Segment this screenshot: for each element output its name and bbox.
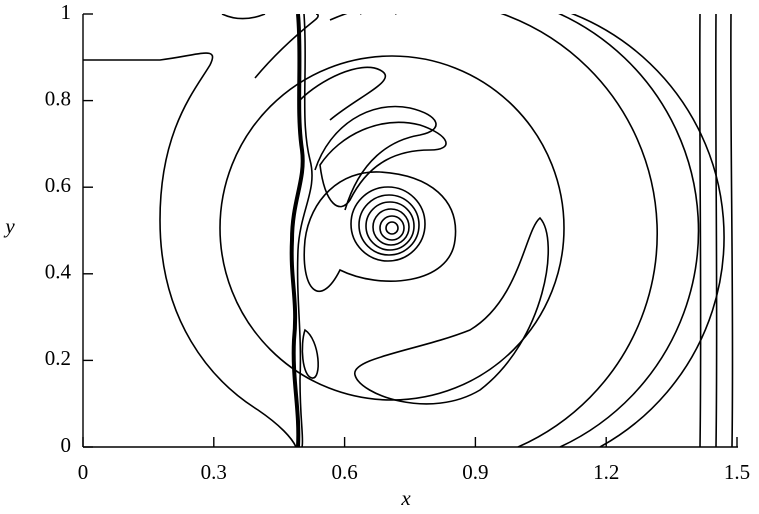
contour	[83, 52, 297, 447]
contour	[219, 55, 565, 401]
contour	[221, 14, 266, 20]
contour	[395, 14, 725, 447]
contour	[372, 208, 410, 246]
x-tick-label: 1.5	[724, 460, 750, 484]
x-tick-label: 1.2	[593, 460, 619, 484]
contour	[714, 14, 718, 447]
contour	[385, 221, 399, 235]
contour	[254, 14, 319, 79]
shock-contour	[296, 14, 313, 447]
contour	[314, 105, 437, 211]
y-tick-label: 0.6	[45, 173, 71, 197]
contour	[301, 328, 319, 379]
contour	[329, 14, 659, 447]
x-tick-label: 0.9	[462, 460, 488, 484]
x-tick-label: 0	[78, 460, 89, 484]
y-tick-label: 0	[61, 433, 72, 457]
contour	[365, 201, 415, 251]
contour	[299, 66, 387, 121]
contour	[698, 14, 702, 447]
y-tick-label: 0.2	[45, 346, 71, 370]
contour-lines	[83, 14, 734, 447]
x-axis-label: x	[400, 486, 411, 510]
contour	[350, 186, 426, 262]
contour	[730, 14, 734, 447]
contour	[303, 171, 457, 292]
y-tick-label: 0.4	[45, 260, 72, 284]
contour	[358, 194, 420, 256]
y-tick-label: 1	[61, 0, 72, 24]
contour	[354, 216, 550, 405]
contour	[379, 215, 405, 241]
y-tick-label: 0.8	[45, 86, 71, 110]
contour	[360, 14, 700, 447]
x-tick-label: 0.6	[331, 460, 357, 484]
contour	[319, 121, 447, 208]
x-tick-label: 0.3	[201, 460, 227, 484]
y-axis-label: y	[3, 214, 15, 238]
shock-contour	[289, 14, 305, 447]
